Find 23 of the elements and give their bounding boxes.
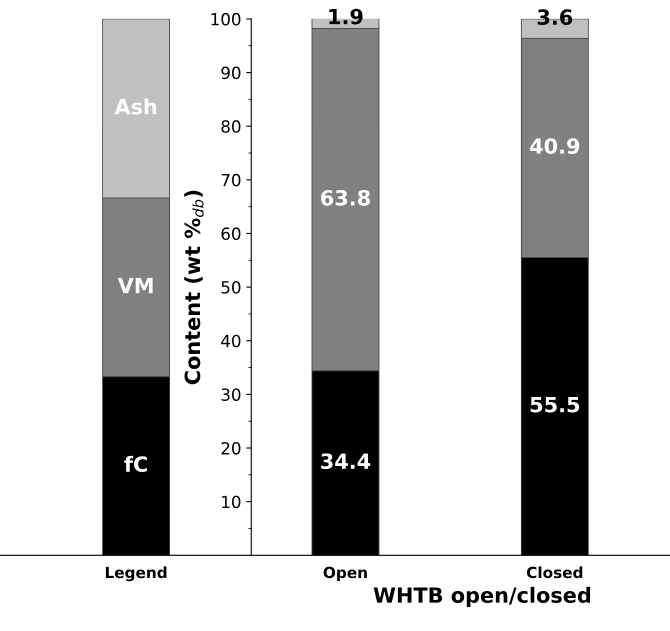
y-tick-label: 40 (221, 334, 240, 348)
data-label: 1.9 (329, 8, 363, 24)
y-tick-label: 50 (222, 281, 240, 294)
y-axis-title: Content (wt %$_{db}$) (184, 190, 204, 384)
y-tick-label: 60 (221, 227, 240, 240)
y-tick-label: 90 (221, 66, 240, 80)
data-label: 34.4 (321, 453, 370, 470)
data-label: 63.8 (321, 190, 370, 206)
y-tick-label: 10 (222, 496, 240, 508)
x-tick-label: Open (324, 566, 367, 582)
x-tick-label: Closed (526, 566, 582, 578)
series-label: VM (118, 278, 153, 294)
data-label: 55.5 (530, 397, 580, 412)
series-label: fC (124, 456, 147, 472)
series-label: Ash (114, 98, 156, 115)
y-tick-label: 80 (221, 120, 240, 133)
y-tick-label: 30 (222, 388, 240, 401)
y-tick-label: 70 (222, 174, 240, 186)
y-tick-label: 100 (212, 12, 240, 26)
data-label: 40.9 (530, 138, 580, 154)
y-tick-label: 20 (222, 442, 240, 455)
x-tick-label: Legend (106, 566, 166, 582)
x-axis-title: WHTB open/closed (374, 586, 590, 608)
